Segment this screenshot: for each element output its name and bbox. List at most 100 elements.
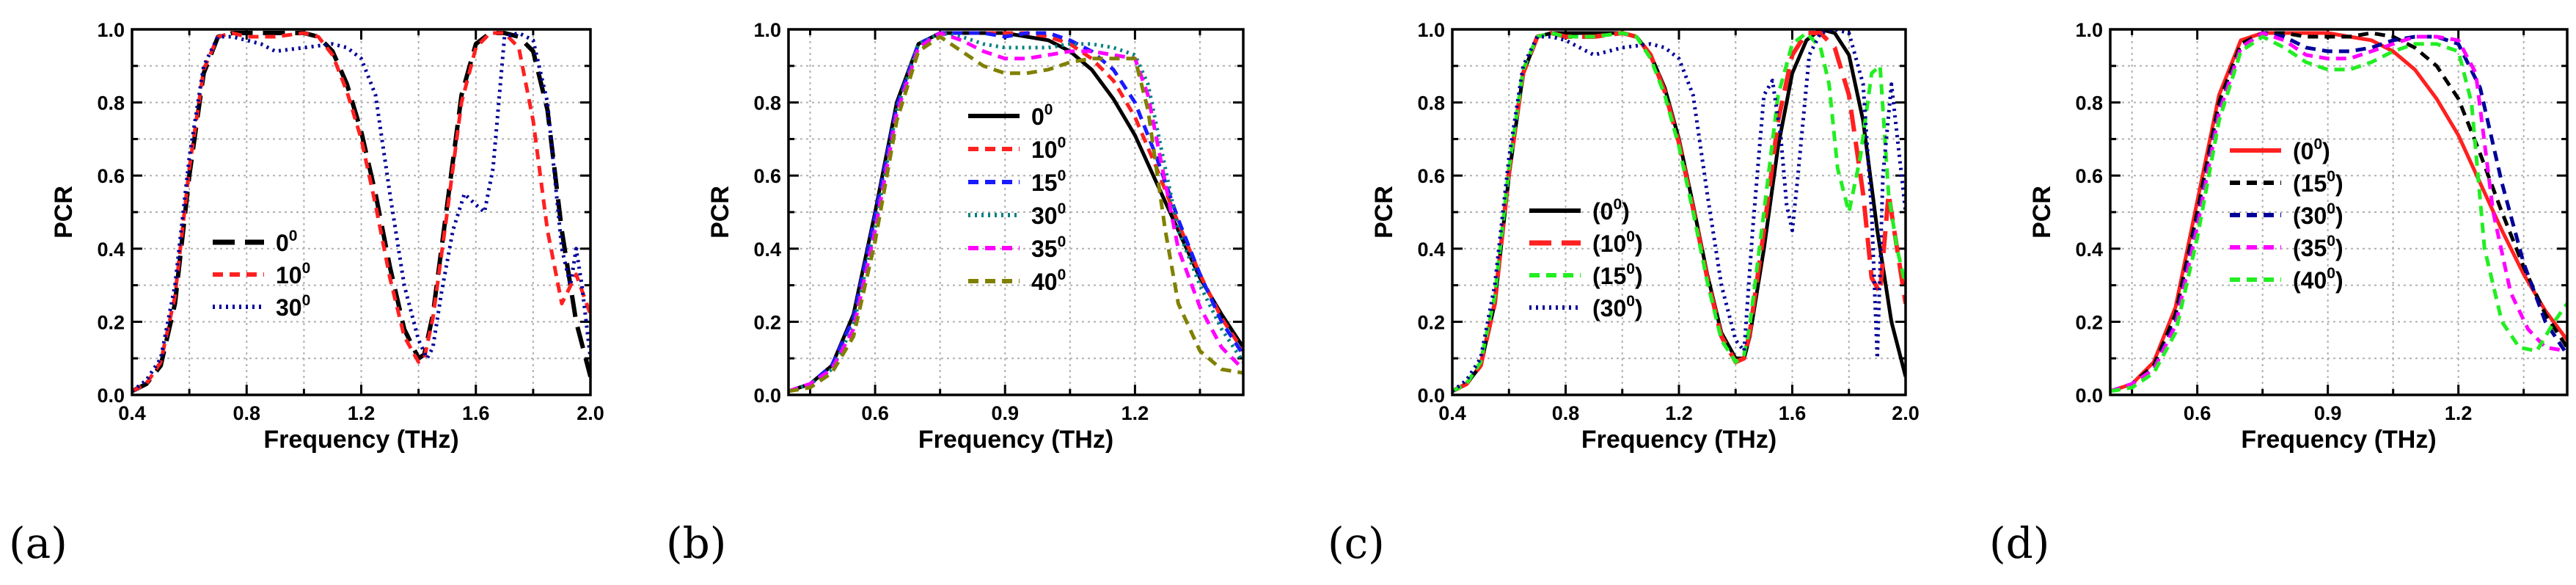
- y-tick-label: 0.4: [753, 239, 781, 261]
- y-tick-label: 1.0: [1417, 19, 1445, 41]
- chart-panel-c: 0.4 0.8 1.2 1.6 2.0 0.0 0.2 0.4 0.6 0.8 1.0 Frequen…: [1328, 19, 1920, 568]
- legend-label: (00): [1592, 196, 1630, 225]
- legend-label-tail: ): [2335, 235, 2343, 261]
- legend-label-tail: ): [1635, 230, 1643, 257]
- legend-label: 100: [276, 260, 310, 288]
- axes-frame: [787, 28, 1245, 396]
- legend-label-main: 35: [1031, 236, 1058, 262]
- legend-label-tail: ): [2335, 267, 2343, 294]
- legend-label-superscript: 0: [302, 260, 311, 277]
- legend-label-tail: ): [2335, 170, 2343, 197]
- x-axis-label: Frequency (THz): [263, 426, 458, 454]
- legend-label-main: 10: [276, 262, 302, 288]
- legend-label-main: (10: [1592, 230, 1626, 257]
- legend-label: 350: [1031, 233, 1066, 262]
- legend-label-tail: ): [1635, 263, 1643, 289]
- legend-label-main: (40: [2293, 267, 2327, 294]
- legend-label-main: (0: [2293, 138, 2313, 164]
- legend-label-superscript: 0: [1613, 196, 1622, 213]
- legend-label-main: 10: [1031, 137, 1058, 163]
- y-tick-label: 1.0: [97, 19, 125, 41]
- legend-label-superscript: 0: [1058, 200, 1066, 217]
- x-tick-label: 1.2: [2445, 402, 2473, 424]
- legend-label-superscript: 0: [289, 228, 298, 244]
- legend-label-superscript: 0: [1058, 167, 1066, 184]
- x-tick-label: 2.0: [577, 402, 604, 424]
- x-tick-label: 0.6: [861, 402, 889, 424]
- y-tick-label: 1.0: [753, 19, 781, 41]
- series-line-10: [132, 31, 590, 393]
- legend-label-superscript: 0: [1626, 228, 1635, 245]
- x-tick-label: 0.8: [233, 402, 260, 424]
- y-tick-label: 0.0: [97, 385, 125, 407]
- chart-panel-b: 0.6 0.9 1.2 0.0 0.2 0.4 0.6 0.8 1.0 Frequency (TH…: [666, 19, 1245, 568]
- series-line-40: [788, 34, 1243, 393]
- x-tick-label: 0.4: [118, 402, 146, 424]
- legend-label-main: (15: [1592, 263, 1626, 289]
- chart-panel-d: 0.6 0.9 1.2 0.0 0.2 0.4 0.6 0.8 1.0 Frequency (TH…: [1989, 19, 2569, 568]
- panel-label: (a): [9, 518, 67, 568]
- legend-label-superscript: 0: [2313, 136, 2322, 153]
- axes-frame: [131, 28, 592, 396]
- legend-label-main: (30: [2293, 203, 2327, 229]
- legend-label-superscript: 0: [1058, 266, 1066, 283]
- legend-label: (350): [2293, 233, 2343, 261]
- chart-panel-a: 0.4 0.8 1.2 1.6 2.0 0.0 0.2 0.4 0.6 0.8 1.0 Frequen…: [9, 19, 604, 568]
- legend-label: 150: [1031, 167, 1066, 196]
- series-line-30: [1452, 29, 1906, 393]
- x-tick-label: 2.0: [1892, 402, 1920, 424]
- y-tick-label: 0.4: [1417, 239, 1445, 261]
- legend-label-main: (35: [2293, 235, 2327, 261]
- legend-label-main: 40: [1031, 269, 1058, 295]
- legend-label: 300: [1031, 200, 1066, 229]
- y-tick-label: 1.0: [2075, 19, 2103, 41]
- series-line-10: [1452, 31, 1906, 393]
- y-tick-label: 0.6: [97, 165, 125, 187]
- legend-label: 100: [1031, 134, 1066, 163]
- y-tick-label: 0.8: [97, 92, 125, 115]
- y-tick-label: 0.0: [753, 385, 781, 407]
- legend-label-superscript: 0: [1626, 293, 1635, 310]
- y-axis-label: PCR: [706, 186, 734, 239]
- legend-label-superscript: 0: [1626, 261, 1635, 277]
- legend-label-main: 30: [1031, 203, 1058, 229]
- legend-label-main: 15: [1031, 170, 1058, 196]
- legend-label-main: (30: [1592, 295, 1626, 321]
- series-line-15: [788, 31, 1243, 393]
- y-tick-label: 0.6: [1417, 165, 1445, 187]
- x-tick-label: 1.2: [1121, 402, 1149, 424]
- y-tick-label: 0.8: [753, 92, 781, 115]
- y-axis-label: PCR: [1370, 186, 1398, 239]
- legend-label-main: (0: [1592, 198, 1613, 225]
- y-tick-label: 0.2: [753, 311, 781, 333]
- x-tick-label: 0.9: [991, 402, 1019, 424]
- legend-label: 400: [1031, 266, 1066, 295]
- legend-label-superscript: 0: [2327, 168, 2335, 185]
- y-tick-label: 0.2: [97, 311, 125, 333]
- legend-label-superscript: 0: [302, 292, 311, 309]
- legend-label: (150): [1592, 261, 1643, 289]
- x-axis-label: Frequency (THz): [1581, 426, 1777, 454]
- legend-label: 300: [276, 292, 310, 321]
- axes-frame: [2109, 28, 2569, 396]
- legend-label: 00: [1031, 101, 1053, 130]
- x-tick-label: 0.4: [1438, 402, 1466, 424]
- legend-label-superscript: 0: [1044, 101, 1053, 118]
- x-tick-label: 1.6: [1779, 402, 1807, 424]
- legend-label: (150): [2293, 168, 2343, 197]
- series-line-40: [2110, 34, 2567, 393]
- panel-label: (d): [1989, 518, 2049, 568]
- y-tick-label: 0.8: [1417, 92, 1445, 115]
- y-axis-label: PCR: [2028, 186, 2056, 239]
- legend-label-superscript: 0: [1058, 233, 1066, 250]
- y-tick-label: 0.4: [2075, 239, 2103, 261]
- x-axis-label: Frequency (THz): [918, 426, 1113, 454]
- y-tick-label: 0.6: [2075, 165, 2103, 187]
- x-axis-label: Frequency (THz): [2241, 426, 2436, 454]
- legend-label: (300): [1592, 293, 1643, 321]
- y-tick-label: 0.0: [2075, 385, 2103, 407]
- legend-label-superscript: 0: [2327, 233, 2335, 250]
- panel-label: (c): [1328, 518, 1385, 568]
- legend-label-tail: ): [2322, 138, 2330, 164]
- series-line-15: [1452, 31, 1906, 393]
